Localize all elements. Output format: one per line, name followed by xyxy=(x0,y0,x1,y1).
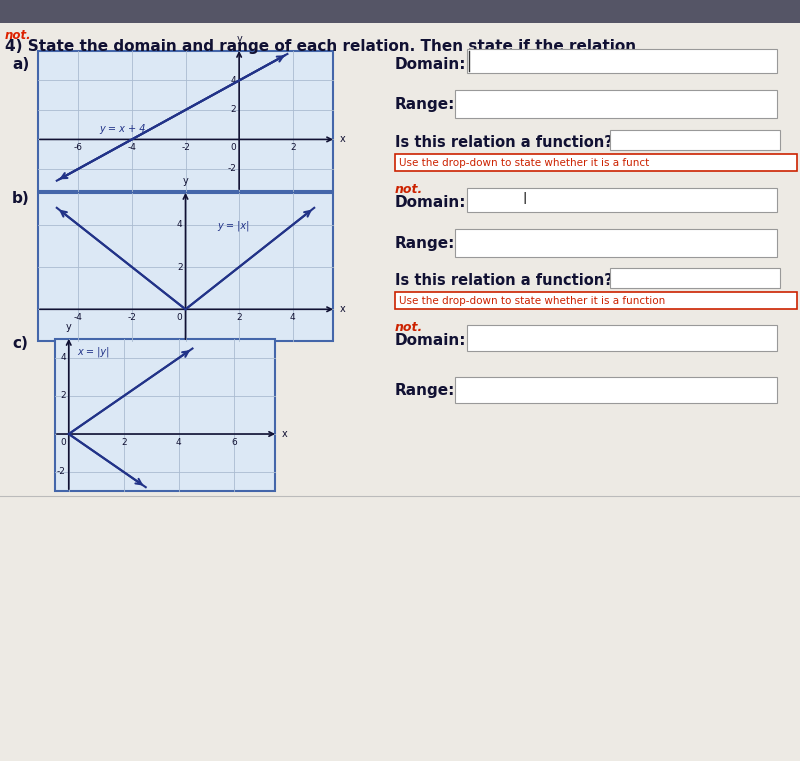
Text: 2: 2 xyxy=(236,314,242,323)
Text: Use the drop-down to state whether it is a function: Use the drop-down to state whether it is… xyxy=(399,295,666,305)
Text: -4: -4 xyxy=(74,314,82,323)
Text: -2: -2 xyxy=(181,143,190,152)
Text: 0: 0 xyxy=(230,143,236,152)
Text: 4: 4 xyxy=(60,354,66,362)
Bar xyxy=(610,130,780,150)
Bar xyxy=(610,268,780,288)
Text: y: y xyxy=(182,176,188,186)
Text: 0: 0 xyxy=(177,314,182,323)
Text: 2: 2 xyxy=(60,391,66,400)
Text: 4: 4 xyxy=(290,314,295,323)
Text: y: y xyxy=(236,34,242,44)
Bar xyxy=(395,292,797,309)
Text: y: y xyxy=(66,322,72,332)
Text: -2: -2 xyxy=(227,164,236,174)
Text: Is this relation a function?: Is this relation a function? xyxy=(395,273,613,288)
Text: 4: 4 xyxy=(176,438,182,447)
Bar xyxy=(0,0,800,23)
Text: 2: 2 xyxy=(290,143,295,152)
Text: I: I xyxy=(522,193,527,208)
Bar xyxy=(467,188,777,212)
Text: Range:: Range: xyxy=(395,236,455,251)
Text: -6: -6 xyxy=(74,143,82,152)
Bar xyxy=(455,377,777,403)
Text: x = |y|: x = |y| xyxy=(77,346,110,357)
Bar xyxy=(467,325,777,351)
Text: Domain:: Domain: xyxy=(395,333,466,348)
Text: 2: 2 xyxy=(177,263,182,272)
Text: x: x xyxy=(282,429,288,439)
Text: Range:: Range: xyxy=(395,383,455,398)
Text: 4) State the domain and range of each relation. Then state if the relation: 4) State the domain and range of each re… xyxy=(5,39,636,54)
Text: not.: not. xyxy=(5,29,32,42)
Text: -2: -2 xyxy=(57,467,66,476)
Text: c): c) xyxy=(12,336,28,351)
Bar xyxy=(467,49,777,73)
Text: -4: -4 xyxy=(127,143,136,152)
Bar xyxy=(55,339,275,491)
Bar xyxy=(38,51,333,191)
Bar xyxy=(395,154,797,171)
Text: 4: 4 xyxy=(230,76,236,85)
Text: 4: 4 xyxy=(177,220,182,229)
Text: 2: 2 xyxy=(121,438,126,447)
Text: 6: 6 xyxy=(231,438,237,447)
Text: a): a) xyxy=(12,57,30,72)
Text: b): b) xyxy=(12,191,30,206)
Bar xyxy=(455,229,777,257)
Text: y = x + 4: y = x + 4 xyxy=(100,124,146,134)
Text: 2: 2 xyxy=(230,106,236,114)
Text: x: x xyxy=(340,304,346,314)
Text: Use the drop-down to state whether it is a funct: Use the drop-down to state whether it is… xyxy=(399,158,650,167)
Text: x: x xyxy=(340,135,346,145)
Bar xyxy=(38,193,333,341)
Text: y = |x|: y = |x| xyxy=(218,221,250,231)
Text: Range:: Range: xyxy=(395,97,455,112)
Text: -2: -2 xyxy=(127,314,136,323)
Text: not.: not. xyxy=(395,183,423,196)
Bar xyxy=(455,90,777,118)
Text: Domain:: Domain: xyxy=(395,57,466,72)
Text: Domain:: Domain: xyxy=(395,195,466,210)
Text: 0: 0 xyxy=(60,438,66,447)
Text: Is this relation a function?: Is this relation a function? xyxy=(395,135,613,150)
Text: not.: not. xyxy=(395,321,423,334)
